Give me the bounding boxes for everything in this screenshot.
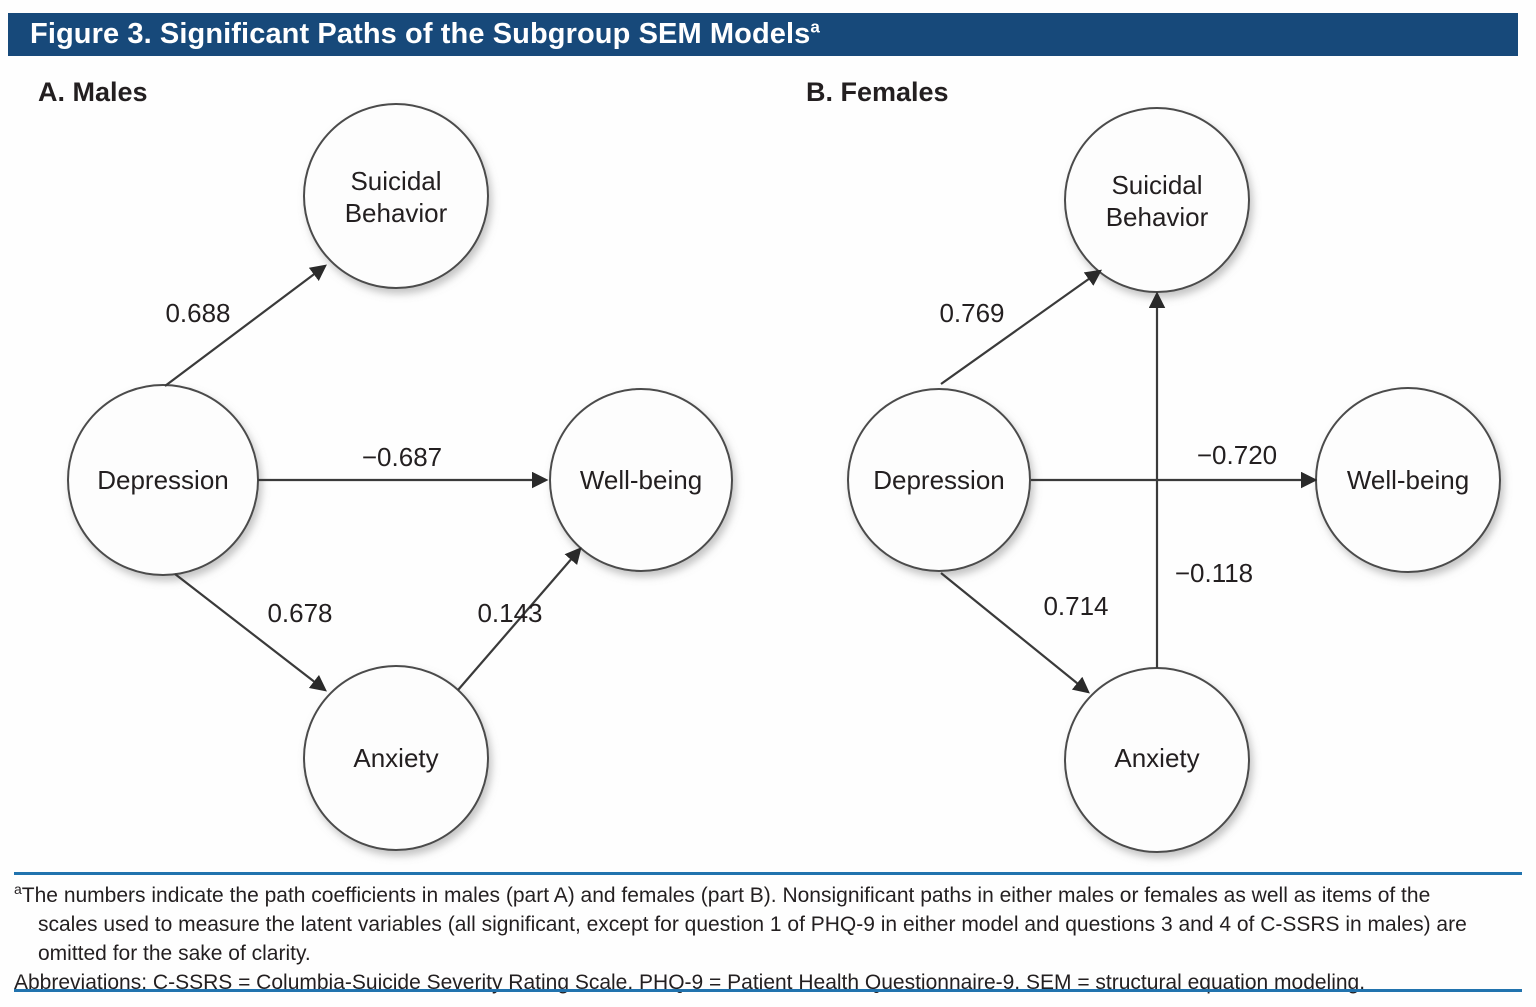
node-label-behavior: Behavior	[1106, 202, 1209, 232]
footnote-line-2: scales used to measure the latent variab…	[38, 913, 1467, 936]
node-label-anxiety: Anxiety	[353, 743, 438, 773]
footnote-superscript: a	[14, 881, 22, 897]
node-circle-well-being-a	[549, 388, 733, 572]
node-label-well-being: Well-being	[1347, 465, 1469, 495]
node-label-depression: Depression	[97, 465, 229, 495]
path-arrow-depression-anxiety-b	[940, 572, 1090, 694]
node-circle-depression-b	[847, 388, 1031, 572]
figure-title-superscript: a	[810, 17, 820, 37]
path-coefficient: 0.714	[1043, 591, 1108, 621]
footnote-abbreviations: Abbreviations: C-SSRS = Columbia-Suicide…	[14, 971, 1366, 994]
footnote-line-3: omitted for the sake of clarity.	[38, 942, 311, 965]
path-coefficient: 0.678	[267, 598, 332, 628]
path-coefficient: −0.720	[1197, 440, 1277, 470]
panel-a-paths	[164, 264, 582, 692]
node-label-well-being: Well-being	[580, 465, 702, 495]
footnote-line-1: aThe numbers indicate the path coefficie…	[14, 881, 1526, 910]
path-arrow-depression-suicidal-behavior-a	[164, 264, 327, 387]
path-coefficient: −0.118	[1175, 558, 1253, 588]
node-label-behavior: Behavior	[345, 198, 448, 228]
panel-a-title: A. Males	[38, 77, 148, 107]
path-coefficient: −0.687	[362, 442, 442, 472]
node-circle-suicidal-behavior-a	[303, 103, 489, 289]
path-arrow-anxiety-well-being-a	[457, 547, 582, 691]
path-arrow-depression-suicidal-behavior-b	[940, 269, 1103, 385]
figure-title-bar: Figure 3. Significant Paths of the Subgr…	[8, 13, 1518, 56]
footnote-text: The numbers indicate the path coefficien…	[21, 884, 1431, 907]
panel-b-title: B. Females	[806, 77, 949, 107]
path-coefficient: 0.143	[477, 598, 542, 628]
figure-title-text: Figure 3. Significant Paths of the Subgr…	[30, 18, 811, 50]
panel-a-nodes	[67, 103, 733, 851]
node-label-suicidal: Suicidal	[350, 166, 441, 196]
node-label-depression: Depression	[873, 465, 1005, 495]
node-circle-suicidal-behavior-b	[1064, 107, 1250, 293]
footnote-bottom-rule	[14, 989, 1522, 992]
figure-footnote: aThe numbers indicate the path coefficie…	[14, 881, 1526, 997]
figure-title: Figure 3. Significant Paths of the Subgr…	[8, 13, 820, 56]
path-arrow-depression-anxiety-a	[174, 573, 327, 692]
footnote-top-rule	[14, 872, 1522, 875]
path-coefficient: 0.688	[165, 298, 230, 328]
panel-a-labels: Suicidal Behavior Depression Well-being …	[97, 166, 702, 773]
node-circle-anxiety-a	[303, 665, 489, 851]
node-label-anxiety: Anxiety	[1114, 743, 1199, 773]
node-label-suicidal: Suicidal	[1111, 170, 1202, 200]
panel-b-nodes	[847, 107, 1501, 853]
path-coefficient: 0.769	[939, 298, 1004, 328]
panel-b-labels: Suicidal Behavior Depression Well-being …	[873, 170, 1469, 773]
panel-b-paths	[940, 269, 1318, 694]
